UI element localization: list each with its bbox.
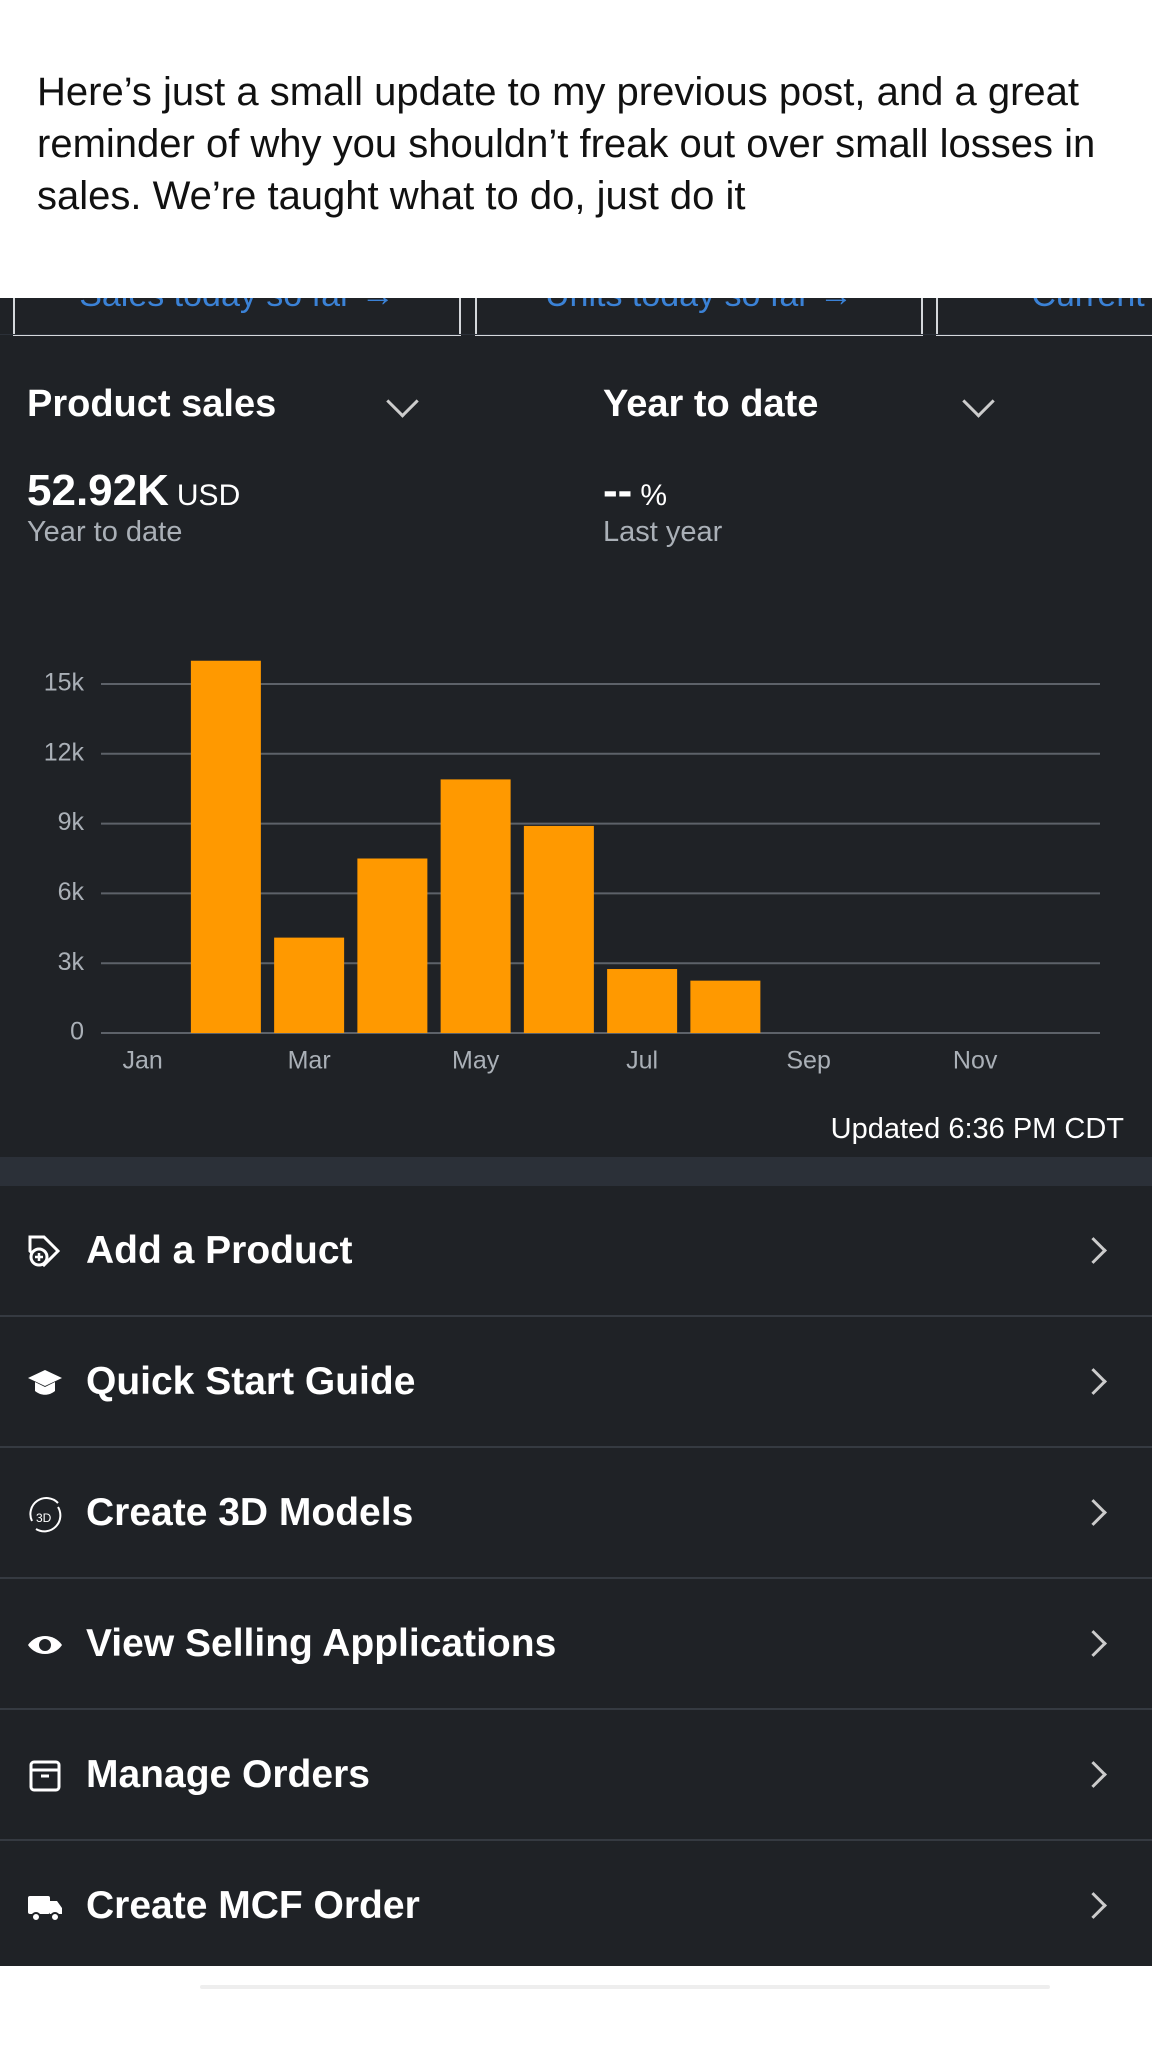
sales-today-button[interactable]: Sales today so far → <box>13 298 461 336</box>
bar <box>690 980 761 1033</box>
bar <box>523 825 594 1033</box>
box-icon <box>29 1760 61 1792</box>
chevron <box>962 385 995 418</box>
stat-unit: % <box>640 479 667 512</box>
menu-label: Quick Start Guide <box>86 1360 416 1403</box>
units-today-button[interactable]: Units today so far → <box>475 298 923 336</box>
cap-icon <box>28 1370 62 1395</box>
y-tick-label: 3k <box>58 948 85 976</box>
metric-selector[interactable]: Product sales <box>27 383 277 425</box>
post-text: Here’s just a small update to my previou… <box>37 70 1096 218</box>
menu-row[interactable]: Manage Orders <box>0 1710 1152 1841</box>
chevron <box>1080 1368 1107 1395</box>
y-tick-label: 0 <box>70 1018 84 1046</box>
eye-icon <box>28 1636 62 1654</box>
x-tick-label: Sep <box>786 1047 830 1075</box>
dashboard: Sales today so far → Units today so far … <box>0 298 1152 1966</box>
tag-icon <box>28 1235 61 1268</box>
svg-text:3D: 3D <box>36 1511 52 1525</box>
x-tick-label: Mar <box>288 1047 331 1075</box>
home-indicator <box>200 1985 1050 1989</box>
3d-icon: 3D <box>29 1497 62 1533</box>
stat-caption: Last year <box>603 516 723 548</box>
menu-label: View Selling Applications <box>86 1622 557 1665</box>
chevron <box>1080 1499 1107 1526</box>
x-tick-label: May <box>452 1047 500 1075</box>
y-tick-label: 6k <box>58 878 85 906</box>
bar <box>440 779 511 1033</box>
menu-row[interactable]: Add a Product <box>0 1186 1152 1317</box>
chevron <box>1080 1892 1107 1919</box>
stat-unit: USD <box>176 479 241 512</box>
bar <box>607 969 678 1033</box>
stat-value: --% <box>603 466 667 516</box>
chevron <box>1080 1761 1107 1788</box>
y-tick-label: 9k <box>58 808 85 836</box>
x-tick-label: Nov <box>953 1047 998 1075</box>
period-selector[interactable]: Year to date <box>603 383 819 425</box>
stat-number: -- <box>603 466 633 515</box>
menu-label: Add a Product <box>86 1229 353 1272</box>
divider <box>0 334 1152 335</box>
truck-icon <box>28 1896 62 1922</box>
menu-label: Create 3D Models <box>86 1491 414 1534</box>
chevron <box>1080 1237 1107 1264</box>
menu-row[interactable]: 3D Create 3D Models <box>0 1448 1152 1579</box>
y-tick-label: 12k <box>44 738 85 766</box>
x-tick-label: Jul <box>626 1047 658 1075</box>
bar <box>274 937 345 1033</box>
separator <box>0 1157 1152 1186</box>
menu-row[interactable]: View Selling Applications <box>0 1579 1152 1710</box>
current-button[interactable]: Current <box>936 298 1152 336</box>
chart: 0 3k 6k 9k 12k 15k Jan Mar May Jul Sep Nov <box>44 660 1100 1075</box>
menu-label: Manage Orders <box>86 1753 370 1796</box>
stat-number: 52.92K <box>27 466 169 515</box>
stat-caption: Year to date <box>27 516 183 548</box>
stat-value: 52.92K USD <box>27 466 240 516</box>
chevron <box>386 385 419 418</box>
menu-label: Create MCF Order <box>86 1884 420 1927</box>
bar <box>190 660 261 1033</box>
x-tick-label: Jan <box>122 1047 162 1075</box>
updated-time: Updated 6:36 PM CDT <box>830 1113 1124 1145</box>
menu-row[interactable]: Create MCF Order <box>0 1841 1152 1966</box>
chevron <box>1080 1630 1107 1657</box>
y-tick-label: 15k <box>44 669 85 697</box>
menu-row[interactable]: Quick Start Guide <box>0 1317 1152 1448</box>
bar <box>357 858 428 1033</box>
